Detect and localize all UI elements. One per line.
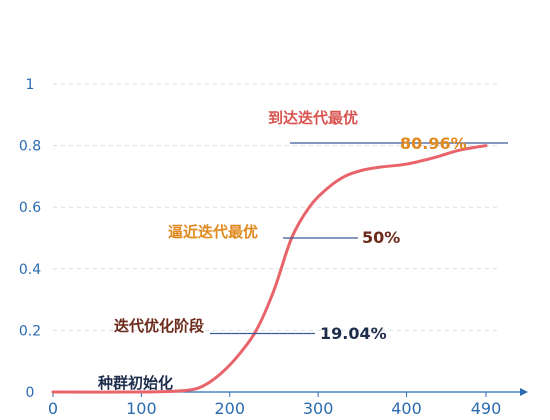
annotation-label-0: 种群初始化 [97,374,173,392]
x-tick-label-2: 200 [214,399,245,418]
grid-lines [53,83,497,331]
annotation-label-2: 逼近迭代最优 [168,223,258,241]
annotation-value-3: 80.96% [400,134,467,153]
y-tick-label-5: 1 [26,77,35,93]
x-tick-label-4: 400 [391,399,422,418]
y-tick-label-2: 0.4 [19,262,41,278]
x-tick-label-3: 300 [303,399,334,418]
y-axis-ticks: 0 0.2 0.4 0.6 0.8 1 [19,77,41,401]
x-tick-label-5: 490 [471,399,502,418]
annotation-value-1: 19.04% [320,324,387,343]
x-tick-label-1: 100 [126,399,157,418]
y-tick-label-4: 0.8 [19,139,41,155]
annotations: 种群初始化 迭代优化阶段 19.04% 逼近迭代最优 50% 到达迭代最优 80.96% [97,109,508,392]
annotation-label-3: 到达迭代最优 [268,109,358,127]
y-tick-label-1: 0.2 [19,323,41,339]
x-axis-ticks: 0 100 200 300 400 490 [48,392,501,418]
series [51,144,488,394]
x-tick-label-0: 0 [48,399,58,418]
x-axis-arrow [520,388,528,396]
series-line-0 [51,144,488,394]
y-tick-label-0: 0 [26,385,35,401]
y-tick-label-3: 0.6 [19,200,41,216]
annotation-value-2: 50% [362,228,400,247]
annotation-label-1: 迭代优化阶段 [114,317,204,335]
